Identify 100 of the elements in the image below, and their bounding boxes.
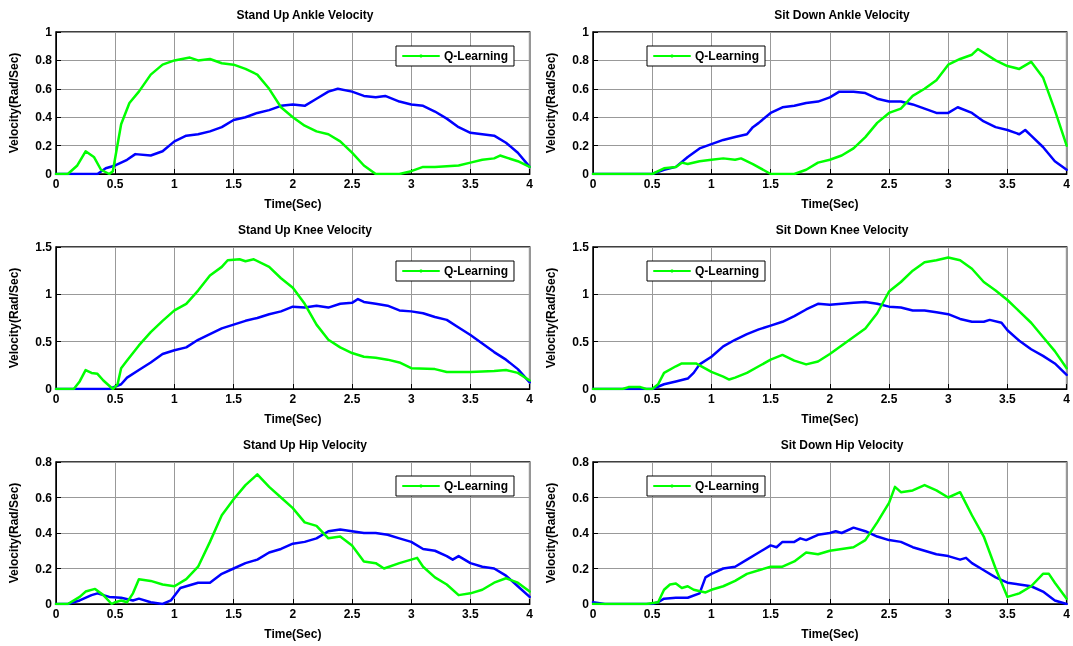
x-tick-label: 3.5 — [999, 177, 1017, 191]
chart-title: Sit Down Ankle Velocity — [774, 8, 911, 22]
y-tick-label: 0.6 — [572, 81, 590, 96]
legend-label: Q-Learning — [444, 479, 509, 493]
y-tick-label: 1.5 — [35, 240, 53, 254]
x-tick-label: 3.5 — [462, 392, 480, 406]
y-tick-label: 0.6 — [35, 81, 53, 96]
x-tick-label: 0.5 — [106, 607, 124, 621]
x-tick-label: 4 — [526, 392, 534, 406]
chart-title: Stand Up Knee Velocity — [237, 223, 373, 237]
x-axis-title: Time(Sec) — [264, 412, 322, 426]
x-tick-label: 1.5 — [225, 607, 243, 621]
x-tick-label: 2 — [826, 607, 834, 621]
x-tick-label: 1 — [171, 607, 179, 621]
y-tick-label: 1 — [582, 287, 590, 302]
y-tick-label: 0.4 — [35, 526, 53, 540]
y-tick-label: 0 — [45, 382, 53, 396]
y-axis-title: Velocity(Rad/Sec) — [7, 52, 21, 154]
x-tick-label: 2.5 — [880, 177, 898, 191]
x-tick-label: 4 — [526, 177, 534, 191]
x-tick-label: 2.5 — [880, 607, 898, 621]
legend-label: Q-Learning — [444, 264, 509, 278]
y-tick-label: 0.5 — [572, 334, 590, 349]
legend-label: Q-Learning — [695, 49, 760, 63]
y-tick-label: 0 — [45, 597, 53, 611]
x-tick-label: 1.5 — [762, 607, 780, 621]
x-tick-label: 4 — [1063, 177, 1071, 191]
y-tick-label: 0 — [582, 167, 590, 181]
x-tick-label: 0.5 — [643, 607, 661, 621]
x-tick-label: 2 — [289, 607, 297, 621]
x-tick-label: 1 — [708, 177, 716, 191]
y-tick-label: 1 — [582, 25, 590, 39]
y-tick-label: 0.5 — [35, 334, 53, 349]
x-tick-label: 0.5 — [106, 177, 124, 191]
x-tick-label: 1.5 — [762, 177, 780, 191]
x-tick-label: 2 — [826, 392, 834, 406]
x-tick-label: 4 — [526, 607, 534, 621]
chart-title: Sit Down Knee Velocity — [775, 223, 909, 237]
y-tick-label: 0.6 — [572, 490, 590, 505]
x-tick-label: 0.5 — [643, 392, 661, 406]
x-axis-title: Time(Sec) — [801, 627, 859, 641]
x-tick-label: 3 — [407, 607, 415, 621]
x-axis-title: Time(Sec) — [264, 627, 322, 641]
y-tick-label: 0.2 — [572, 561, 590, 576]
y-tick-label: 0.6 — [35, 490, 53, 505]
x-tick-label: 0.5 — [106, 392, 124, 406]
x-tick-label: 1 — [171, 392, 179, 406]
x-tick-label: 2 — [289, 392, 297, 406]
x-tick-label: 3.5 — [999, 392, 1017, 406]
x-tick-label: 1.5 — [225, 177, 243, 191]
chart-title: Stand Up Hip Velocity — [242, 438, 368, 452]
y-axis-title: Velocity(Rad/Sec) — [544, 482, 558, 584]
y-axis-title: Velocity(Rad/Sec) — [7, 267, 21, 369]
x-tick-label: 1.5 — [225, 392, 243, 406]
x-tick-label: 2.5 — [343, 607, 361, 621]
legend-label: Q-Learning — [695, 479, 760, 493]
x-tick-label: 3 — [944, 392, 952, 406]
x-tick-label: 2.5 — [343, 177, 361, 191]
y-tick-label: 0.8 — [572, 455, 590, 469]
x-tick-label: 1.5 — [762, 392, 780, 406]
x-tick-label: 4 — [1063, 607, 1071, 621]
x-tick-label: 3 — [407, 392, 415, 406]
y-tick-label: 0.2 — [572, 138, 590, 153]
y-axis-title: Velocity(Rad/Sec) — [544, 267, 558, 369]
x-axis-title: Time(Sec) — [801, 197, 859, 211]
x-tick-label: 3.5 — [462, 177, 480, 191]
x-tick-label: 1 — [708, 607, 716, 621]
y-tick-label: 0 — [582, 382, 590, 396]
y-tick-label: 0.8 — [35, 455, 53, 469]
y-tick-label: 0.4 — [572, 110, 590, 125]
y-tick-label: 1 — [45, 25, 53, 39]
x-axis-title: Time(Sec) — [801, 412, 859, 426]
y-axis-title: Velocity(Rad/Sec) — [544, 52, 558, 154]
y-tick-label: 1.5 — [572, 240, 590, 254]
chart-title: Stand Up Ankle Velocity — [236, 8, 374, 22]
x-tick-label: 2 — [289, 177, 297, 191]
y-tick-label: 1 — [45, 287, 53, 302]
x-tick-label: 1 — [708, 392, 716, 406]
legend-label: Q-Learning — [444, 49, 509, 63]
x-axis-title: Time(Sec) — [264, 197, 322, 211]
x-tick-label: 2.5 — [343, 392, 361, 406]
y-tick-label: 0.4 — [572, 526, 590, 540]
y-tick-label: 0.8 — [35, 53, 53, 68]
y-tick-label: 0.2 — [35, 561, 53, 576]
legend-label: Q-Learning — [695, 264, 760, 278]
y-tick-label: 0.8 — [572, 53, 590, 68]
x-tick-label: 3 — [944, 607, 952, 621]
x-tick-label: 3.5 — [462, 607, 480, 621]
y-axis-title: Velocity(Rad/Sec) — [7, 482, 21, 584]
y-tick-label: 0.4 — [35, 110, 53, 125]
y-tick-label: 0.2 — [35, 138, 53, 153]
x-tick-label: 4 — [1063, 392, 1071, 406]
y-tick-label: 0 — [45, 167, 53, 181]
y-tick-label: 0 — [582, 597, 590, 611]
x-tick-label: 2 — [826, 177, 834, 191]
chart-title: Sit Down Hip Velocity — [780, 438, 904, 452]
x-tick-label: 0.5 — [643, 177, 661, 191]
x-tick-label: 3.5 — [999, 607, 1017, 621]
x-tick-label: 3 — [944, 177, 952, 191]
x-tick-label: 2.5 — [880, 392, 898, 406]
